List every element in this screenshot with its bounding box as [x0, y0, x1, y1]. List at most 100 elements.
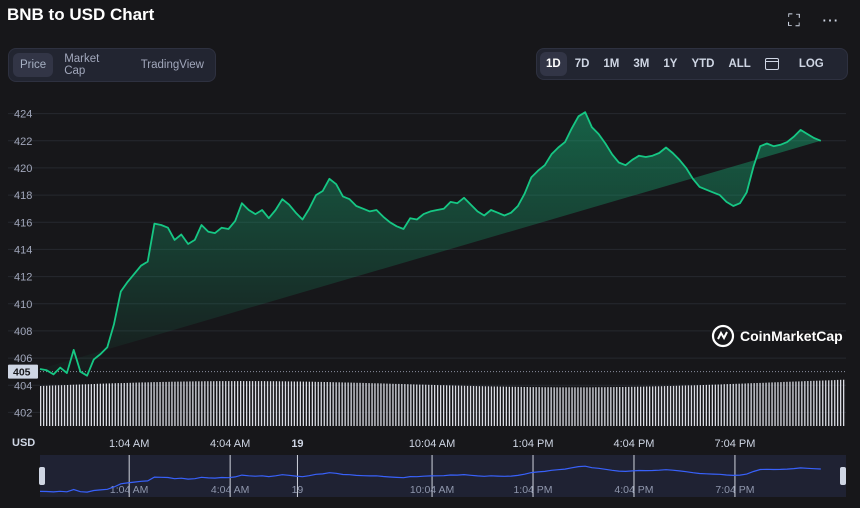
volume-bar [419, 384, 421, 426]
volume-bar [723, 384, 725, 426]
volume-bar [529, 387, 531, 426]
tab-market-cap[interactable]: Market Cap [64, 53, 100, 77]
calendar-icon[interactable] [764, 58, 779, 70]
volume-bar [478, 386, 481, 426]
fullscreen-icon[interactable]: ⛶ [788, 11, 800, 30]
tab-tradingview[interactable]: TradingView [140, 59, 204, 71]
volume-bar [222, 381, 224, 426]
volume-bar [323, 382, 325, 426]
range-1d[interactable]: 1D [540, 52, 567, 76]
volume-bar [243, 381, 245, 426]
volume-bar [463, 385, 466, 426]
navigator-handle-left[interactable] [39, 467, 45, 485]
volume-bar [213, 381, 215, 426]
volume-bar [308, 381, 310, 426]
volume-bar [481, 386, 484, 426]
volume-bar [257, 381, 260, 426]
log-scale-toggle[interactable]: LOG [798, 58, 824, 70]
volume-bar [547, 387, 549, 426]
range-ytd[interactable]: YTD [691, 58, 715, 70]
volume-bar [750, 383, 752, 426]
range-3m[interactable]: 3M [633, 58, 650, 70]
chart-type-tabs: Price Market Cap TradingView [8, 48, 216, 82]
volume-bar [275, 381, 278, 426]
volume-bar [108, 383, 110, 426]
volume-bar [601, 387, 603, 426]
navigator-tick-label: 10:04 AM [410, 484, 454, 496]
volume-bar [153, 382, 155, 426]
y-axis-unit: USD [12, 437, 35, 449]
current-price-tag: 405 [8, 364, 38, 379]
volume-bar [487, 386, 490, 426]
range-all[interactable]: ALL [728, 58, 751, 70]
volume-bar [726, 384, 728, 426]
x-tick-label: 4:04 AM [210, 438, 250, 450]
volume-bar [756, 383, 758, 426]
volume-bar [192, 381, 194, 426]
volume-bar [535, 387, 537, 426]
range-1y[interactable]: 1Y [663, 58, 678, 70]
volume-bar [714, 384, 716, 426]
volume-bar [672, 385, 675, 426]
volume-bar [341, 382, 343, 426]
tab-price[interactable]: Price [13, 53, 54, 77]
grid-lines [8, 113, 846, 413]
volume-bar [801, 381, 803, 426]
volume-bar [249, 381, 251, 426]
volume-bar [792, 381, 794, 426]
volume-bar [177, 381, 179, 426]
range-7d[interactable]: 7D [574, 58, 590, 70]
volume-bar [454, 385, 457, 426]
volume-bar [78, 384, 81, 426]
y-tick-label: 416 [14, 217, 32, 229]
volume-bar [183, 381, 185, 426]
volume-bar [329, 382, 331, 426]
more-icon[interactable]: ⋯ [821, 11, 839, 30]
volume-bar [466, 385, 469, 426]
volume-bar [365, 383, 367, 426]
volume-bar [180, 381, 182, 426]
watermark-text: CoinMarketCap [740, 328, 843, 344]
volume-bar [168, 381, 170, 426]
volume-bar [825, 380, 827, 426]
y-tick-label: 408 [14, 326, 32, 338]
volume-bar [693, 385, 696, 426]
volume-bar [225, 381, 227, 426]
volume-bar [240, 381, 242, 426]
volume-bar [162, 381, 164, 426]
volume-bar [457, 385, 460, 426]
volume-bar [559, 387, 561, 426]
volume-bar [66, 385, 69, 426]
volume-bar [246, 381, 248, 426]
y-tick-label: 402 [14, 407, 32, 419]
volume-bar [314, 381, 316, 426]
current-price-label: 405 [13, 367, 31, 379]
volume-bar [407, 384, 409, 426]
volume-bar [144, 382, 146, 426]
volume-bar [404, 384, 406, 426]
volume-bar [377, 383, 379, 426]
volume-bar [783, 381, 785, 426]
range-navigator[interactable]: 1:04 AM 4:04 AM 19 10:04 AM 1:04 PM 4:04 PM 7:… [39, 455, 846, 497]
volume-bar [135, 382, 137, 426]
volume-bar [565, 387, 567, 426]
volume-bar [204, 381, 206, 426]
range-1m[interactable]: 1M [603, 58, 620, 70]
volume-bar [592, 387, 594, 426]
volume-bar [374, 383, 376, 426]
volume-bar [383, 383, 385, 426]
volume-bar [446, 385, 448, 426]
volume-bar [126, 382, 128, 426]
y-tick-label: 414 [14, 244, 32, 256]
volume-bar [69, 384, 72, 426]
volume-bar [777, 382, 779, 426]
volume-bar [607, 387, 609, 426]
volume-bar [353, 382, 355, 426]
volume-bar [60, 385, 63, 426]
volume-bar [437, 385, 439, 426]
volume-bar [105, 383, 107, 426]
volume-bar [666, 386, 669, 426]
navigator-handle-right[interactable] [840, 467, 846, 485]
volume-bar [687, 385, 690, 426]
